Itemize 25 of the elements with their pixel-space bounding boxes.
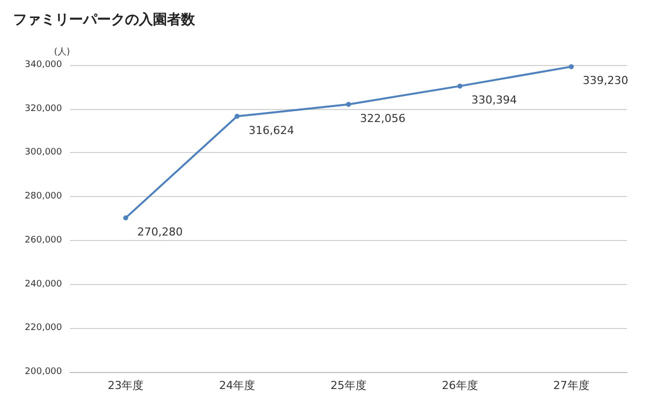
x-tick-label: 24年度: [219, 379, 256, 392]
data-label: 270,280: [137, 225, 183, 238]
data-label: 322,056: [360, 112, 406, 125]
y-axis-title: (人): [54, 46, 70, 58]
y-tick-label: 200,000: [24, 367, 62, 377]
y-tick-label: 320,000: [24, 104, 62, 114]
x-tick-label: 23年度: [108, 379, 144, 392]
data-label: 330,394: [471, 94, 517, 107]
y-tick-label: 300,000: [24, 148, 62, 158]
data-label: 316,624: [248, 124, 294, 137]
data-label: 339,230: [582, 74, 628, 88]
y-tick-label: 280,000: [24, 192, 62, 202]
point: [457, 84, 462, 89]
x-tick-label: 25年度: [330, 379, 366, 392]
chart-title: ファミリーパークの入園者数: [13, 12, 196, 28]
point: [123, 215, 128, 220]
y-tick-label: 220,000: [24, 323, 62, 334]
x-tick-label: 27年度: [553, 379, 590, 392]
point: [568, 64, 574, 70]
point: [346, 102, 351, 107]
y-tick-label: 340,000: [24, 60, 62, 70]
x-tick-label: 26年度: [442, 379, 478, 392]
point: [234, 114, 240, 119]
y-tick-label: 240,000: [24, 279, 62, 290]
y-tick-label: 260,000: [24, 235, 62, 246]
